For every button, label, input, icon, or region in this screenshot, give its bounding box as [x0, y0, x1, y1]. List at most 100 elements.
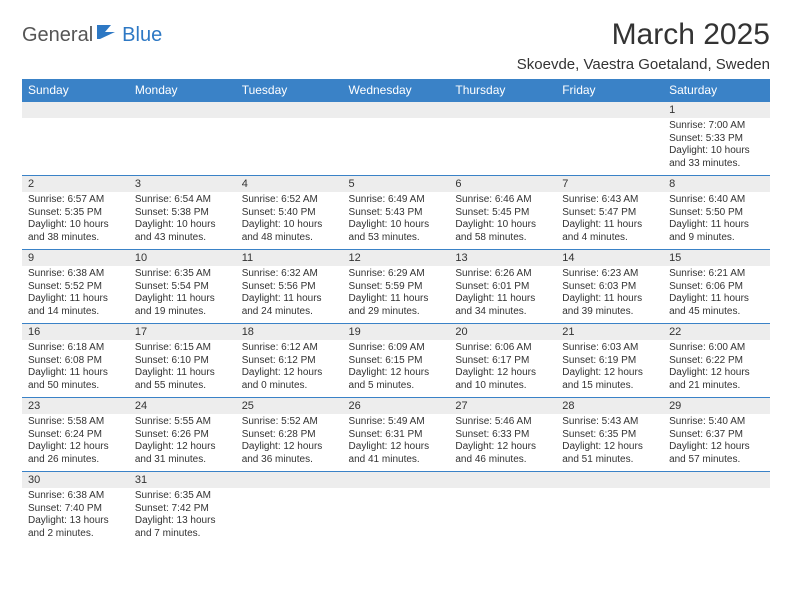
sunrise-text: Sunrise: 6:38 AM	[28, 268, 123, 281]
daylight-text: Daylight: 12 hours and 41 minutes.	[349, 441, 444, 466]
daylight-text: Daylight: 12 hours and 5 minutes.	[349, 367, 444, 392]
sunrise-text: Sunrise: 6:35 AM	[135, 490, 230, 503]
brand-logo: General Blue	[22, 24, 162, 47]
sunset-text: Sunset: 6:22 PM	[669, 355, 764, 368]
day-number	[556, 472, 663, 488]
daylight-text: Daylight: 12 hours and 21 minutes.	[669, 367, 764, 392]
sunrise-text: Sunrise: 5:43 AM	[562, 416, 657, 429]
sunset-text: Sunset: 6:31 PM	[349, 429, 444, 442]
sunrise-text: Sunrise: 6:38 AM	[28, 490, 123, 503]
brand-part2: Blue	[122, 24, 162, 47]
calendar-cell: 11Sunrise: 6:32 AMSunset: 5:56 PMDayligh…	[236, 250, 343, 324]
day-number: 21	[556, 324, 663, 340]
calendar-cell: 28Sunrise: 5:43 AMSunset: 6:35 PMDayligh…	[556, 398, 663, 472]
sunrise-text: Sunrise: 6:15 AM	[135, 342, 230, 355]
sunset-text: Sunset: 6:10 PM	[135, 355, 230, 368]
day-details: Sunrise: 6:40 AMSunset: 5:50 PMDaylight:…	[663, 192, 770, 248]
calendar-cell: 1Sunrise: 7:00 AMSunset: 5:33 PMDaylight…	[663, 102, 770, 176]
sunset-text: Sunset: 5:40 PM	[242, 207, 337, 220]
day-details: Sunrise: 6:18 AMSunset: 6:08 PMDaylight:…	[22, 340, 129, 396]
sunset-text: Sunset: 6:03 PM	[562, 281, 657, 294]
day-number	[449, 102, 556, 118]
calendar-cell	[129, 102, 236, 176]
sunset-text: Sunset: 6:33 PM	[455, 429, 550, 442]
day-details: Sunrise: 6:38 AMSunset: 5:52 PMDaylight:…	[22, 266, 129, 322]
day-details: Sunrise: 7:00 AMSunset: 5:33 PMDaylight:…	[663, 118, 770, 174]
day-number: 22	[663, 324, 770, 340]
calendar-cell	[556, 102, 663, 176]
calendar-row: 2Sunrise: 6:57 AMSunset: 5:35 PMDaylight…	[22, 176, 770, 250]
day-details: Sunrise: 5:49 AMSunset: 6:31 PMDaylight:…	[343, 414, 450, 470]
day-details: Sunrise: 6:57 AMSunset: 5:35 PMDaylight:…	[22, 192, 129, 248]
day-number: 12	[343, 250, 450, 266]
daylight-text: Daylight: 12 hours and 15 minutes.	[562, 367, 657, 392]
sunrise-text: Sunrise: 6:43 AM	[562, 194, 657, 207]
day-details: Sunrise: 5:40 AMSunset: 6:37 PMDaylight:…	[663, 414, 770, 470]
day-number	[236, 102, 343, 118]
sunrise-text: Sunrise: 6:52 AM	[242, 194, 337, 207]
daylight-text: Daylight: 10 hours and 48 minutes.	[242, 219, 337, 244]
daylight-text: Daylight: 12 hours and 36 minutes.	[242, 441, 337, 466]
sunset-text: Sunset: 7:40 PM	[28, 503, 123, 516]
sunrise-text: Sunrise: 6:21 AM	[669, 268, 764, 281]
day-details: Sunrise: 6:52 AMSunset: 5:40 PMDaylight:…	[236, 192, 343, 248]
sunrise-text: Sunrise: 7:00 AM	[669, 120, 764, 133]
day-details: Sunrise: 6:43 AMSunset: 5:47 PMDaylight:…	[556, 192, 663, 248]
calendar-table: Sunday Monday Tuesday Wednesday Thursday…	[22, 79, 770, 546]
daylight-text: Daylight: 10 hours and 38 minutes.	[28, 219, 123, 244]
day-details: Sunrise: 6:38 AMSunset: 7:40 PMDaylight:…	[22, 488, 129, 544]
daylight-text: Daylight: 12 hours and 10 minutes.	[455, 367, 550, 392]
sunset-text: Sunset: 5:56 PM	[242, 281, 337, 294]
daylight-text: Daylight: 12 hours and 0 minutes.	[242, 367, 337, 392]
calendar-row: 1Sunrise: 7:00 AMSunset: 5:33 PMDaylight…	[22, 102, 770, 176]
daylight-text: Daylight: 12 hours and 57 minutes.	[669, 441, 764, 466]
daylight-text: Daylight: 10 hours and 33 minutes.	[669, 145, 764, 170]
sunset-text: Sunset: 6:17 PM	[455, 355, 550, 368]
calendar-cell	[22, 102, 129, 176]
calendar-cell: 9Sunrise: 6:38 AMSunset: 5:52 PMDaylight…	[22, 250, 129, 324]
sunrise-text: Sunrise: 6:40 AM	[669, 194, 764, 207]
day-number: 20	[449, 324, 556, 340]
calendar-cell: 21Sunrise: 6:03 AMSunset: 6:19 PMDayligh…	[556, 324, 663, 398]
sunset-text: Sunset: 6:26 PM	[135, 429, 230, 442]
sunrise-text: Sunrise: 6:03 AM	[562, 342, 657, 355]
day-number: 9	[22, 250, 129, 266]
daylight-text: Daylight: 11 hours and 4 minutes.	[562, 219, 657, 244]
calendar-cell: 23Sunrise: 5:58 AMSunset: 6:24 PMDayligh…	[22, 398, 129, 472]
calendar-cell	[343, 102, 450, 176]
brand-part1: General	[22, 24, 93, 47]
daylight-text: Daylight: 10 hours and 58 minutes.	[455, 219, 550, 244]
day-header: Thursday	[449, 79, 556, 102]
sunrise-text: Sunrise: 6:23 AM	[562, 268, 657, 281]
calendar-cell: 4Sunrise: 6:52 AMSunset: 5:40 PMDaylight…	[236, 176, 343, 250]
day-number	[129, 102, 236, 118]
daylight-text: Daylight: 11 hours and 55 minutes.	[135, 367, 230, 392]
sunrise-text: Sunrise: 6:18 AM	[28, 342, 123, 355]
day-number	[343, 102, 450, 118]
flag-icon	[97, 23, 119, 44]
day-number: 31	[129, 472, 236, 488]
day-details: Sunrise: 6:09 AMSunset: 6:15 PMDaylight:…	[343, 340, 450, 396]
daylight-text: Daylight: 12 hours and 51 minutes.	[562, 441, 657, 466]
daylight-text: Daylight: 11 hours and 9 minutes.	[669, 219, 764, 244]
sunset-text: Sunset: 5:47 PM	[562, 207, 657, 220]
sunrise-text: Sunrise: 6:35 AM	[135, 268, 230, 281]
day-number: 26	[343, 398, 450, 414]
day-details: Sunrise: 6:49 AMSunset: 5:43 PMDaylight:…	[343, 192, 450, 248]
sunset-text: Sunset: 5:45 PM	[455, 207, 550, 220]
calendar-cell: 25Sunrise: 5:52 AMSunset: 6:28 PMDayligh…	[236, 398, 343, 472]
day-details: Sunrise: 6:15 AMSunset: 6:10 PMDaylight:…	[129, 340, 236, 396]
sunrise-text: Sunrise: 5:58 AM	[28, 416, 123, 429]
daylight-text: Daylight: 11 hours and 50 minutes.	[28, 367, 123, 392]
sunset-text: Sunset: 7:42 PM	[135, 503, 230, 516]
day-number	[663, 472, 770, 488]
day-header: Tuesday	[236, 79, 343, 102]
sunset-text: Sunset: 6:35 PM	[562, 429, 657, 442]
calendar-cell: 6Sunrise: 6:46 AMSunset: 5:45 PMDaylight…	[449, 176, 556, 250]
calendar-cell	[236, 102, 343, 176]
day-number: 23	[22, 398, 129, 414]
day-number: 10	[129, 250, 236, 266]
day-details: Sunrise: 6:35 AMSunset: 5:54 PMDaylight:…	[129, 266, 236, 322]
day-details: Sunrise: 6:21 AMSunset: 6:06 PMDaylight:…	[663, 266, 770, 322]
calendar-cell	[449, 472, 556, 546]
